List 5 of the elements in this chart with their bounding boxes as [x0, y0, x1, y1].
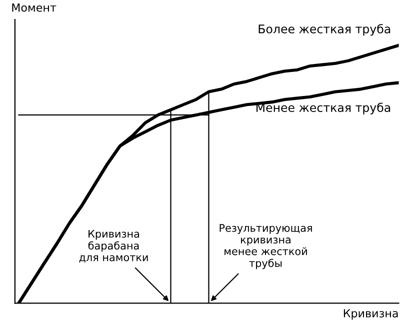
- annotation: Кривизна барабана для намотки: [79, 230, 148, 263]
- series-label: Более жесткая труба: [258, 24, 390, 36]
- y-axis-title: Момент: [12, 3, 56, 12]
- annotation: Результирующая кривизна менее жесткой трубы: [220, 224, 312, 270]
- x-axis-title: Кривизна: [344, 309, 398, 320]
